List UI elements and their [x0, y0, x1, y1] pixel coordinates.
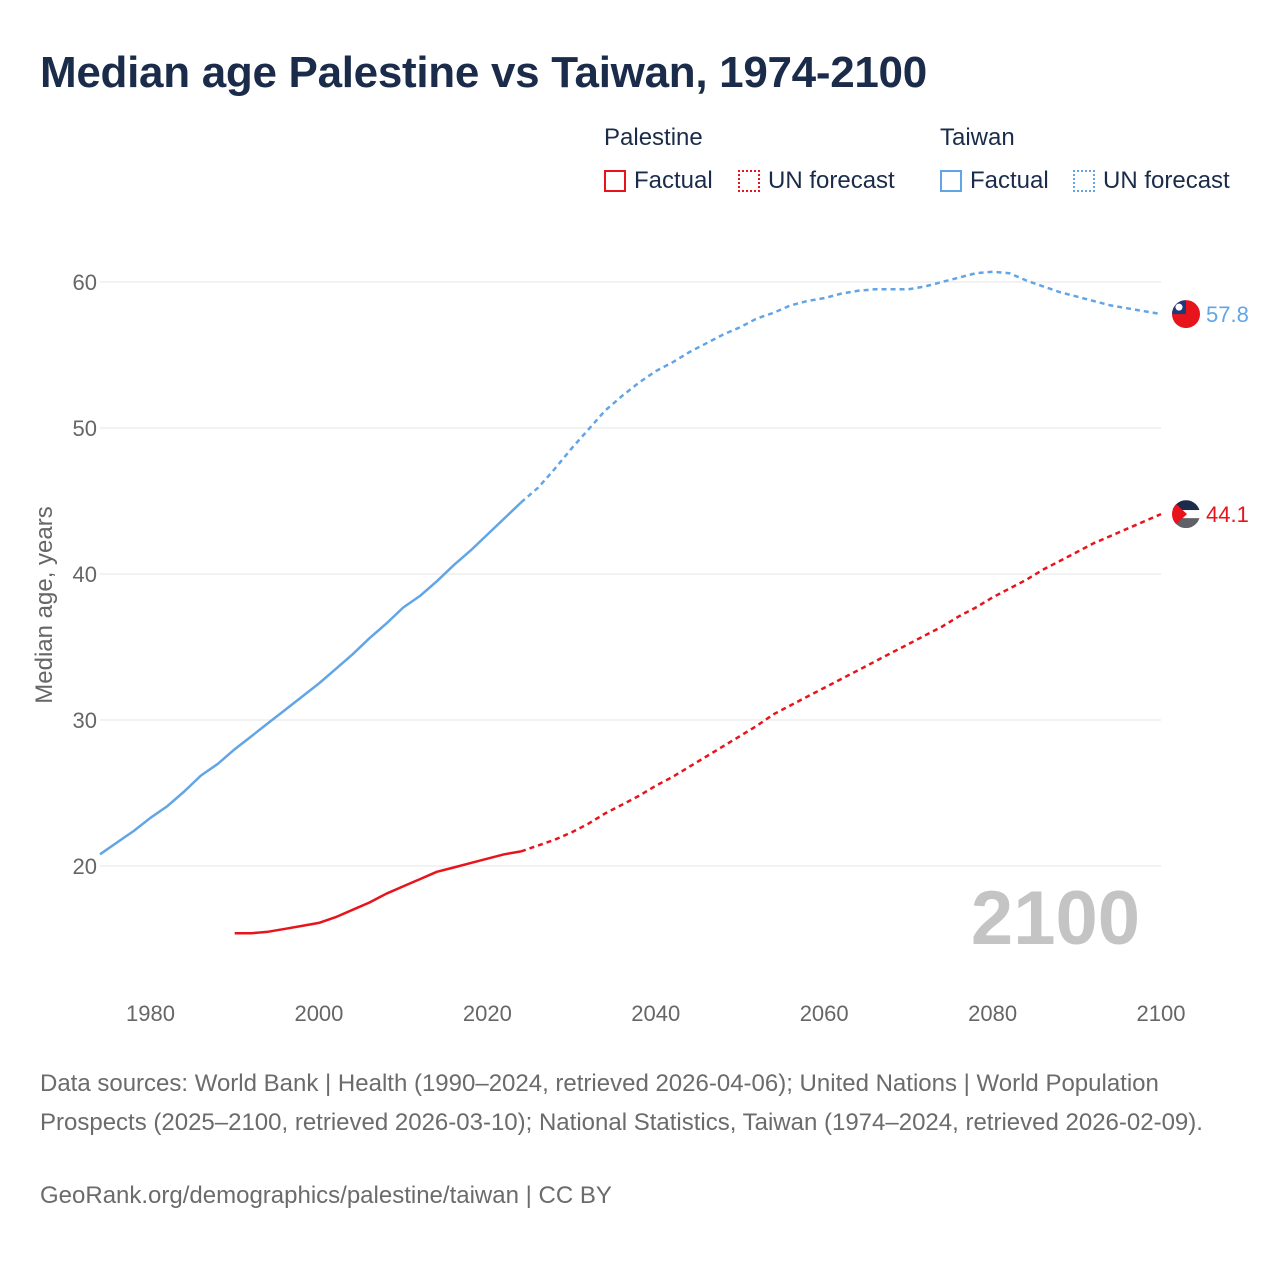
legend-label: Factual	[634, 167, 713, 194]
series-line-taiwan-forecast[interactable]	[520, 270, 1162, 504]
legend-swatch-dotted-icon	[738, 170, 760, 192]
y-tick-label: 50	[73, 416, 97, 441]
x-tick-label: 2100	[1137, 1001, 1186, 1026]
y-tick-label: 30	[73, 708, 97, 733]
legend-label: Factual	[970, 167, 1049, 194]
y-tick-label: 20	[73, 854, 97, 879]
x-tick-label: 2020	[463, 1001, 512, 1026]
year-watermark: 2100	[971, 876, 1140, 961]
taiwan-end-value-label: 57.8	[1206, 302, 1249, 327]
legend-taiwan-factual[interactable]: Factual	[940, 167, 1049, 195]
legend-swatch-solid-icon	[604, 170, 626, 192]
line-chart: 20 30 40 50 60 1980 2000 2020 2040 2060 2080 2100 M…	[31, 270, 1249, 1026]
chart-title: Median age Palestine vs Taiwan, 1974-210…	[40, 48, 927, 97]
x-tick-label: 2060	[800, 1001, 849, 1026]
legend-palestine-forecast[interactable]: UN forecast	[738, 167, 895, 195]
gridlines	[100, 281, 1161, 867]
x-tick-label: 1980	[126, 1001, 175, 1026]
credit-link[interactable]: GeoRank.org/demographics/palestine/taiwa…	[40, 1182, 612, 1209]
legend-taiwan-forecast[interactable]: UN forecast	[1073, 167, 1230, 195]
legend-label: UN forecast	[768, 167, 895, 194]
x-tick-label: 2080	[968, 1001, 1017, 1026]
legend-title-taiwan: Taiwan	[940, 124, 1015, 151]
palestine-flag-icon	[1172, 500, 1200, 529]
series-line-palestine-factual[interactable]	[234, 850, 522, 935]
data-sources: Data sources: World Bank | Health (1990–…	[40, 1070, 1203, 1136]
x-tick-label: 2040	[631, 1001, 680, 1026]
y-axis-label: Median age, years	[31, 506, 58, 703]
y-tick-label: 60	[73, 270, 97, 295]
series-line-taiwan-factual[interactable]	[99, 501, 522, 856]
palestine-end-value-label: 44.1	[1206, 502, 1249, 527]
legend-swatch-solid-icon	[940, 170, 962, 192]
legend-label: UN forecast	[1103, 167, 1230, 194]
legend-title-palestine: Palestine	[604, 124, 703, 151]
axis-ticks: 20 30 40 50 60 1980 2000 2020 2040 2060 2080 2100	[73, 270, 1186, 1026]
legend-palestine-factual[interactable]: Factual	[604, 167, 713, 195]
series-end-markers: 57.8 44.1	[1172, 300, 1249, 529]
series-line-palestine-forecast[interactable]	[520, 512, 1162, 853]
series-lines	[99, 270, 1162, 935]
taiwan-flag-icon	[1172, 300, 1200, 329]
legend-swatch-dotted-icon	[1073, 170, 1095, 192]
x-tick-label: 2000	[294, 1001, 343, 1026]
y-tick-label: 40	[73, 562, 97, 587]
